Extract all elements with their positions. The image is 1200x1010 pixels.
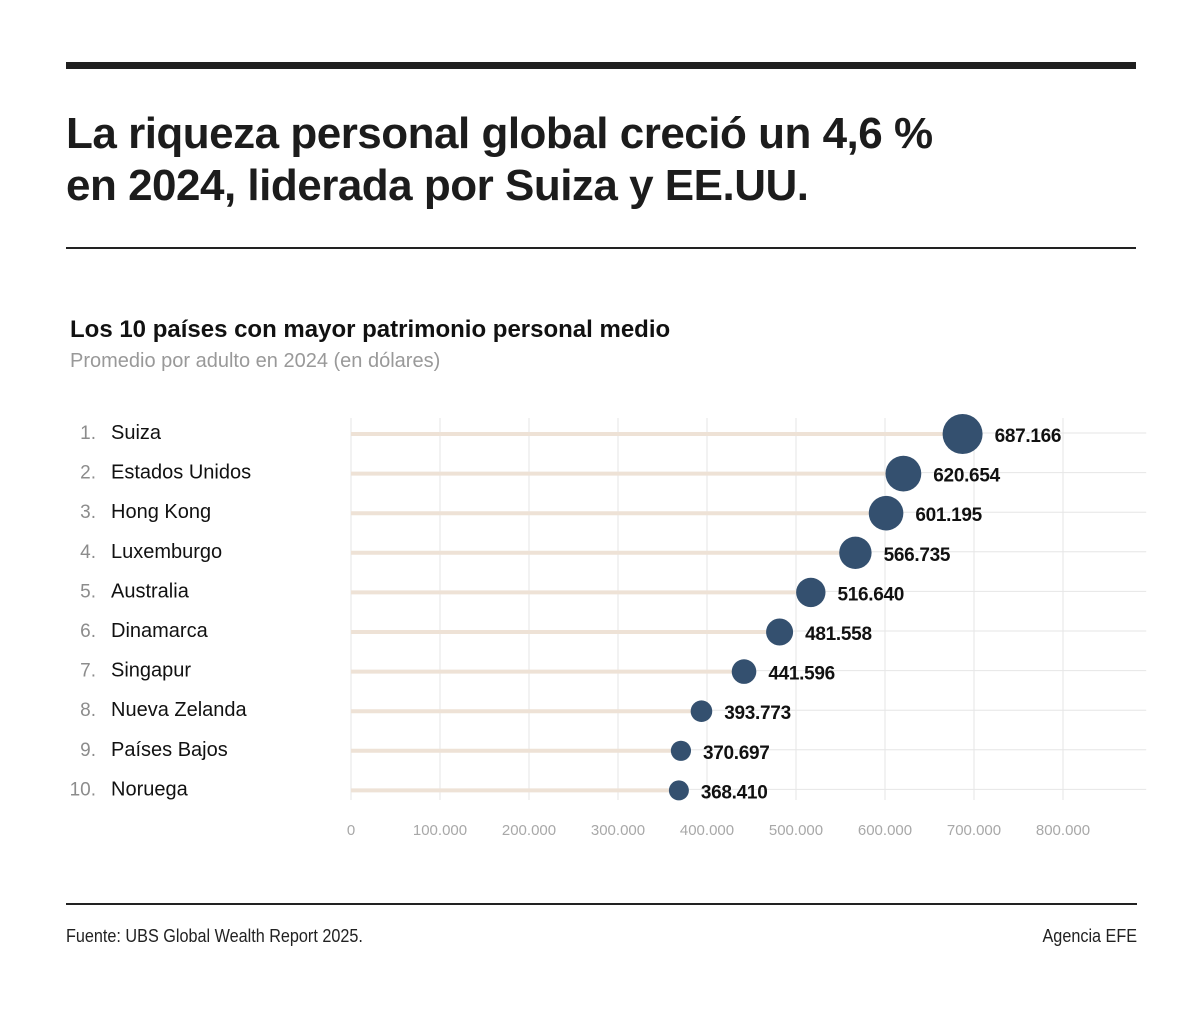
value-dot [868,495,904,531]
country-label: Luxemburgo [111,541,222,563]
lollipop-chart: 0 100.000 200.000 300.000 400.000 500.000 600.… [70,414,1147,839]
value-dot [668,780,689,801]
rank-label: 9. [80,740,96,761]
x-tick-label: 100.000 [413,822,467,839]
value-label: 441.596 [768,664,835,685]
rank-label: 4. [80,542,96,563]
value-label: 393.773 [724,703,791,724]
country-label: Suiza [111,422,162,444]
divider [66,247,1136,249]
top-rule [66,62,1136,69]
value-label: 368.410 [701,782,768,803]
country-label: Estados Unidos [111,462,251,484]
headline-line-2: en 2024, liderada por Suiza y EE.UU. [66,161,809,210]
x-tick-label: 800.000 [1036,822,1090,839]
rank-label: 7. [80,661,96,682]
country-label: Noruega [111,778,189,800]
country-label: Singapur [111,660,191,682]
value-dot [670,740,692,761]
country-label: Australia [111,580,190,602]
country-label: Países Bajos [111,739,228,761]
value-dot [839,536,872,569]
x-tick-label: 0 [347,822,355,839]
value-dot [690,700,713,722]
headline: La riqueza personal global creció un 4,6… [66,108,1066,212]
value-label: 566.735 [884,545,951,566]
country-label: Nueva Zelanda [111,699,248,721]
headline-line-1: La riqueza personal global creció un 4,6… [66,109,933,158]
chart-subtitle: Promedio por adulto en 2024 (en dólares) [70,350,441,372]
rank-label: 6. [80,621,96,642]
value-label: 620.654 [933,466,1000,487]
value-dot [942,414,983,454]
rank-label: 5. [80,581,96,602]
rank-label: 8. [80,700,96,721]
country-label: Hong Kong [111,501,211,523]
source-note: Fuente: UBS Global Wealth Report 2025. [66,926,363,946]
x-tick-label: 600.000 [858,822,912,839]
value-dot [885,455,922,492]
rank-label: 10. [70,779,96,800]
value-label: 370.697 [703,743,770,764]
x-tick-label: 400.000 [680,822,734,839]
country-label: Dinamarca [111,620,209,642]
value-dot [796,577,826,608]
rank-label: 2. [80,463,96,484]
chart-title: Los 10 países con mayor patrimonio perso… [70,316,671,343]
value-label: 516.640 [837,584,904,605]
value-label: 481.558 [805,624,872,645]
rank-label: 1. [80,423,96,444]
x-tick-label: 500.000 [769,822,823,839]
value-dot [766,618,794,646]
x-tick-label: 300.000 [591,822,645,839]
value-label: 687.166 [995,426,1062,447]
x-tick-label: 700.000 [947,822,1001,839]
agency-credit: Agencia EFE [1042,926,1137,946]
x-tick-label: 200.000 [502,822,556,839]
value-label: 601.195 [915,505,982,526]
value-dot [731,659,757,684]
rank-label: 3. [80,502,96,523]
footer-rule [66,903,1137,905]
